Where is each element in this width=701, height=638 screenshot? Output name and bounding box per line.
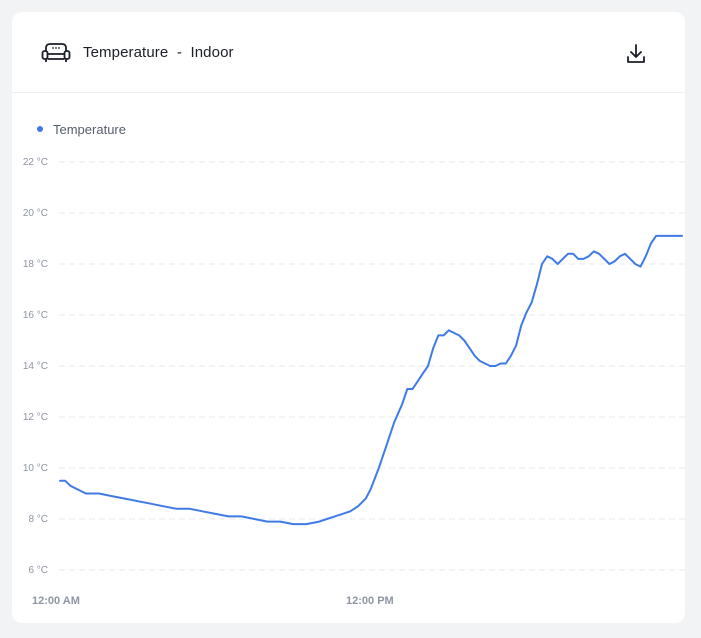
chart-series — [59, 234, 683, 526]
temperature-series-line — [59, 234, 683, 526]
sofa-icon — [41, 43, 71, 62]
y-tick-label: 14 °C — [23, 361, 48, 372]
download-icon[interactable] — [624, 42, 648, 66]
temperature-card: Temperature - Indoor Temperature 22 °C 20… — [12, 12, 685, 623]
x-tick-label: 12:00 AM — [32, 595, 80, 607]
y-tick-label: 16 °C — [23, 310, 48, 321]
chart-grid — [59, 161, 685, 571]
legend-label: Temperature — [53, 122, 126, 137]
x-axis-ticks: 12:00 AM 12:00 PM — [32, 595, 394, 607]
y-axis-ticks: 22 °C 20 °C 18 °C 16 °C 14 °C 12 °C 10 °C 8 °C 6… — [23, 157, 48, 576]
y-tick-label: 6 °C — [28, 565, 48, 576]
y-tick-label: 8 °C — [28, 514, 48, 525]
y-tick-label: 20 °C — [23, 208, 48, 219]
legend-dot — [37, 126, 43, 132]
card-header: Temperature - Indoor — [12, 12, 685, 93]
y-tick-label: 10 °C — [23, 463, 48, 474]
temperature-chart: 22 °C 20 °C 18 °C 16 °C 14 °C 12 °C 10 °C 8 °C 6… — [23, 157, 685, 607]
y-tick-label: 22 °C — [23, 157, 48, 168]
y-tick-label: 18 °C — [23, 259, 48, 270]
x-tick-label: 12:00 PM — [346, 595, 394, 607]
card-title: Temperature - Indoor — [83, 44, 234, 61]
y-tick-label: 12 °C — [23, 412, 48, 423]
